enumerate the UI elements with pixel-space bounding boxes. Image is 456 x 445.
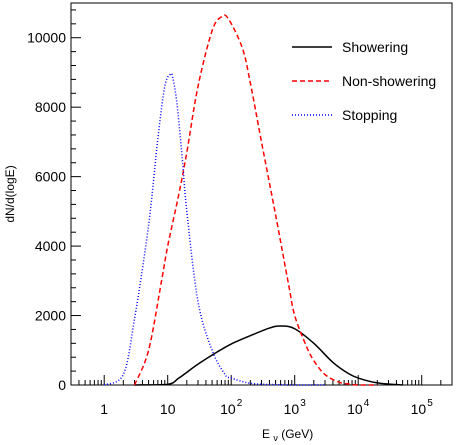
x-tick-label: 1 — [100, 401, 108, 417]
series-line-non-showering — [133, 14, 378, 386]
y-axis-ticks: 0 2000 4000 6000 8000 10000 — [27, 9, 81, 393]
y-tick-label: 0 — [58, 377, 66, 393]
x-tick-label-exponent: 5 — [427, 398, 433, 409]
x-tick-label-base: 1 — [100, 401, 108, 417]
legend-label-stopping: Stopping — [342, 107, 397, 123]
x-tick-label: 10 — [160, 401, 176, 417]
y-tick-label: 10000 — [27, 30, 66, 46]
x-tick-label-exponent: 2 — [237, 398, 243, 409]
series-layer — [103, 14, 403, 386]
y-tick-label: 8000 — [35, 99, 66, 115]
x-tick-label: 102 — [220, 398, 243, 417]
x-tick-label-base: 10 — [411, 401, 427, 417]
series-line-stopping — [103, 72, 325, 386]
x-tick-label-exponent: 4 — [364, 398, 370, 409]
series-line-showering — [134, 325, 403, 386]
x-tick-label-base: 10 — [220, 401, 236, 417]
x-axis-title-unit: (GeV) — [281, 427, 313, 441]
y-tick-label: 6000 — [35, 169, 66, 185]
x-tick-label: 104 — [347, 398, 370, 417]
plot-frame — [70, 2, 453, 386]
x-axis-ticks: 1 10 102 103 104 105 — [70, 375, 453, 417]
x-axis-title: E ν (GeV) — [262, 427, 313, 444]
x-tick-label: 103 — [284, 398, 307, 417]
legend: Showering Non-showering Stopping — [292, 39, 436, 123]
x-tick-label-base: 10 — [347, 401, 363, 417]
y-axis-title: dN/d(logE) — [3, 165, 17, 222]
x-tick-label-exponent: 3 — [300, 398, 306, 409]
legend-label-showering: Showering — [342, 39, 408, 55]
y-tick-label: 4000 — [35, 238, 66, 254]
x-axis-title-main: E — [262, 427, 270, 441]
x-axis-title-sub: ν — [273, 433, 278, 443]
y-tick-label: 2000 — [35, 308, 66, 324]
x-tick-label-base: 10 — [160, 401, 176, 417]
legend-label-non-showering: Non-showering — [342, 73, 436, 89]
x-tick-label-base: 10 — [284, 401, 300, 417]
x-tick-label: 105 — [411, 398, 434, 417]
